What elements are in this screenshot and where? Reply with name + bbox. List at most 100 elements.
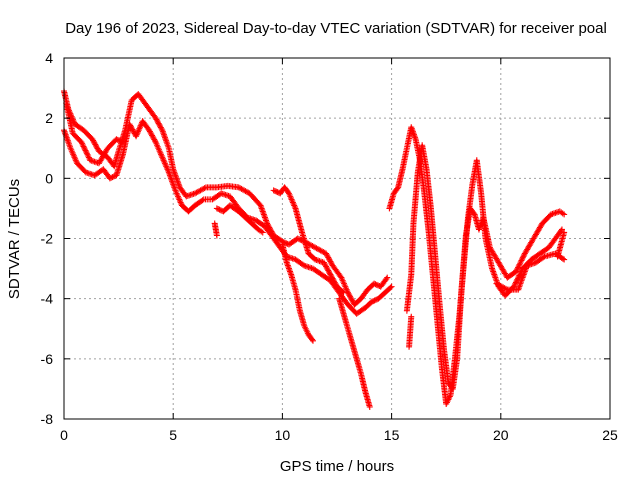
data-point (512, 280, 519, 287)
data-point (309, 337, 316, 344)
data-point (106, 175, 113, 182)
data-point (299, 261, 306, 268)
data-point (81, 144, 88, 151)
data-point (294, 235, 301, 242)
data-point (118, 138, 125, 145)
data-point (79, 140, 86, 147)
data-point (518, 257, 525, 264)
data-point (540, 254, 547, 261)
data-point (117, 138, 124, 145)
data-point (515, 263, 522, 270)
data-point (79, 142, 86, 149)
grid (64, 58, 610, 419)
y-axis-label: SDTVAR / TECUs (6, 179, 23, 299)
data-point (372, 281, 379, 288)
axis-ticks: 0 5 10 15 20 25 -8 -6 -4 -2 0 2 4 (41, 50, 618, 443)
x-tick-label: 20 (493, 427, 509, 443)
data-point (81, 146, 88, 153)
data-point (519, 256, 526, 263)
x-tick-label: 0 (60, 427, 68, 443)
data-point (516, 272, 523, 279)
data-point (213, 205, 220, 212)
y-tick-label: -6 (41, 351, 54, 367)
data-point (558, 227, 565, 234)
data-point (511, 282, 518, 289)
data-point (108, 174, 115, 181)
data-point (513, 268, 520, 275)
data-point (408, 313, 415, 320)
data-point (295, 236, 302, 243)
data-point (78, 139, 85, 146)
x-axis-label: GPS time / hours (280, 458, 394, 475)
data-point (502, 285, 509, 292)
data-point (119, 139, 126, 146)
data-point (80, 143, 87, 150)
data-point (561, 256, 568, 263)
data-point (114, 136, 121, 143)
chart-title: Day 196 of 2023, Sidereal Day-to-day VTE… (65, 20, 607, 37)
data-point (213, 232, 220, 239)
data-point (116, 137, 123, 144)
data-point (394, 185, 401, 192)
y-tick-label: -8 (41, 411, 54, 427)
data-point (516, 261, 523, 268)
data-point (340, 289, 347, 296)
data-point (517, 260, 524, 267)
data-point (512, 279, 519, 286)
data-point (384, 274, 391, 281)
data-point (559, 255, 566, 262)
data-point (216, 206, 223, 213)
data-point (85, 154, 92, 161)
data-point (387, 284, 394, 291)
data-point (561, 211, 568, 218)
data-point (109, 174, 116, 181)
data-point (273, 188, 280, 195)
data-point (201, 185, 208, 192)
data-point (259, 229, 266, 236)
data-point (514, 275, 521, 282)
x-tick-label: 15 (384, 427, 400, 443)
data-point (372, 296, 379, 303)
y-tick-label: 0 (45, 170, 53, 186)
x-tick-label: 5 (169, 427, 177, 443)
data-point (388, 283, 395, 290)
data-point (519, 254, 526, 261)
x-tick-label: 10 (275, 427, 291, 443)
data-point (271, 187, 278, 194)
data-point (110, 173, 117, 180)
y-tick-label: -2 (41, 231, 54, 247)
data-point (517, 258, 524, 265)
data-point (270, 187, 277, 194)
data-point (368, 298, 375, 305)
data-point (370, 298, 377, 305)
data-point (558, 226, 565, 233)
y-tick-label: -4 (41, 291, 54, 307)
data-point (520, 253, 527, 260)
data-point (515, 264, 522, 271)
data-point (513, 267, 520, 274)
data-point (83, 148, 90, 155)
data-point (152, 137, 158, 144)
data-point (371, 280, 378, 287)
data-point (514, 265, 521, 272)
data-point (515, 273, 522, 280)
data-point (158, 125, 165, 132)
data-point (113, 136, 120, 143)
data-point (561, 229, 568, 236)
data-point (366, 403, 373, 410)
y-tick-label: 2 (45, 110, 53, 126)
data-point (199, 197, 206, 204)
data-point (85, 153, 92, 160)
data-point (83, 150, 90, 157)
data-point (514, 276, 521, 283)
data-point (383, 275, 390, 282)
data-point (215, 206, 222, 213)
data-point (470, 210, 477, 217)
y-tick-label: 4 (45, 50, 53, 66)
data-point (82, 147, 89, 154)
data-point (84, 151, 91, 158)
data-point (371, 297, 378, 304)
data-marks (61, 88, 568, 410)
x-tick-label: 25 (602, 427, 618, 443)
